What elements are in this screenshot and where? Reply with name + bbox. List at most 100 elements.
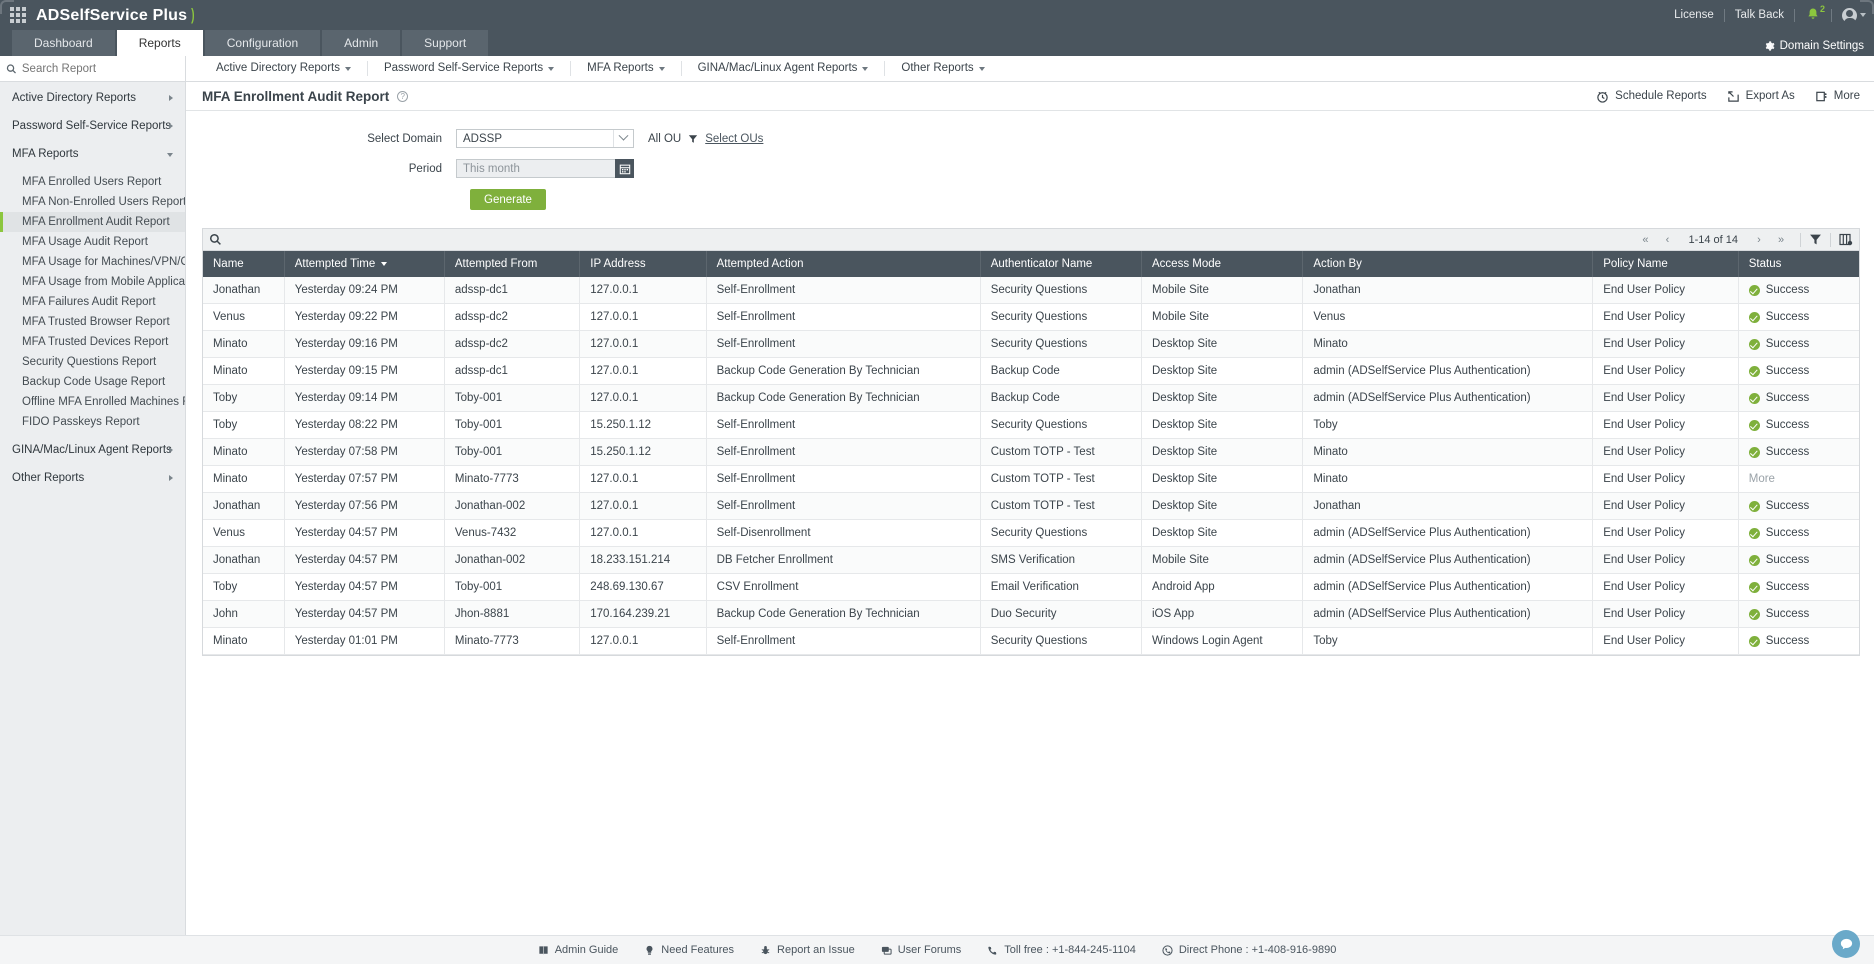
tab-admin[interactable]: Admin [322, 30, 401, 56]
sidebar-item-mfa-reports[interactable]: MFA Reports [0, 144, 185, 164]
table-cell: adssp-dc2 [444, 303, 581, 331]
avatar [1842, 7, 1857, 23]
license-link[interactable]: License [1674, 9, 1714, 21]
table-cell: Minato [203, 330, 285, 358]
talk-back-link[interactable]: Talk Back [1734, 9, 1784, 21]
table-row[interactable]: Toby Yesterday 04:57 PM Toby-001 248.69.130… [203, 573, 1859, 601]
subnav-password-self-service-reports[interactable]: Password Self-Service Reports [368, 61, 572, 76]
subnav-label: Other Reports [901, 62, 974, 74]
tab-dashboard[interactable]: Dashboard [12, 30, 115, 56]
next-page-button[interactable]: › [1757, 233, 1761, 246]
sidebar-item-mfa-enrollment-audit-report[interactable]: MFA Enrollment Audit Report [0, 212, 185, 232]
status-label: Success [1765, 284, 1810, 296]
success-check-icon [1748, 338, 1760, 350]
sidebar-item-label: Security Questions Report [22, 356, 157, 368]
sidebar-item-mfa-trusted-devices-report[interactable]: MFA Trusted Devices Report [0, 332, 185, 352]
sidebar-item-active-directory-reports[interactable]: Active Directory Reports [0, 88, 185, 108]
first-page-button[interactable]: « [1642, 233, 1649, 246]
table-row[interactable]: Venus Yesterday 04:57 PM Venus-7432 127.0.0… [203, 519, 1859, 547]
column-action-by[interactable]: Action By [1302, 251, 1594, 277]
footer-report-an-issue[interactable]: Report an Issue [760, 944, 855, 956]
success-check-icon [1748, 635, 1760, 647]
sidebar-item-gina-mac-linux-agent-reports[interactable]: GINA/Mac/Linux Agent Reports [0, 440, 185, 460]
table-cell: Self-Enrollment [706, 303, 981, 331]
user-menu[interactable] [1842, 7, 1866, 23]
footer-need-features[interactable]: Need Features [644, 944, 734, 956]
tab-configuration[interactable]: Configuration [204, 30, 321, 56]
column-name[interactable]: Name [203, 251, 285, 277]
subnav-active-directory-reports[interactable]: Active Directory Reports [200, 61, 368, 76]
action-label: Export As [1745, 90, 1795, 102]
sidebar-item-offline-mfa-enrolled-machines-report[interactable]: Offline MFA Enrolled Machines Report [0, 392, 185, 412]
sidebar-item-label: MFA Enrollment Audit Report [22, 216, 170, 228]
table-row[interactable]: Minato Yesterday 07:58 PM Toby-001 15.250.1… [203, 438, 1859, 466]
ou-selector: All OU Select OUs [648, 133, 763, 145]
column-authenticator-name[interactable]: Authenticator Name [980, 251, 1143, 277]
footer-direct-phone[interactable]: Direct Phone : +1-408-916-9890 [1162, 944, 1336, 956]
column-ip-address[interactable]: IP Address [579, 251, 707, 277]
sidebar-item-mfa-usage-for-machines-vpn-owa[interactable]: MFA Usage for Machines/VPN/OWA [0, 252, 185, 272]
subnav-mfa-reports[interactable]: MFA Reports [571, 61, 682, 76]
previous-page-button[interactable]: ‹ [1665, 233, 1670, 246]
sidebar-item-mfa-failures-audit-report[interactable]: MFA Failures Audit Report [0, 292, 185, 312]
table-row[interactable]: Minato Yesterday 01:01 PM Minato-7773 127.0… [203, 627, 1859, 655]
more-button[interactable]: More [1815, 90, 1860, 103]
subnav-gina-mac-linux-agent-reports[interactable]: GINA/Mac/Linux Agent Reports [682, 61, 886, 76]
generate-button[interactable]: Generate [470, 189, 546, 210]
sidebar-item-fido-passkeys-report[interactable]: FIDO Passkeys Report [0, 412, 185, 432]
column-settings-icon[interactable] [1839, 233, 1853, 246]
table-row[interactable]: Minato Yesterday 07:57 PM Minato-7773 127.0… [203, 465, 1859, 493]
notifications-bell-icon[interactable]: 2 [1805, 4, 1825, 23]
search-report-input[interactable] [21, 62, 179, 75]
select-domain-dropdown[interactable]: ADSSP [456, 129, 634, 148]
column-status[interactable]: Status [1738, 251, 1859, 277]
table-row[interactable]: Toby Yesterday 09:14 PM Toby-001 127.0.0.1 B… [203, 384, 1859, 412]
table-row[interactable]: Toby Yesterday 08:22 PM Toby-001 15.250.1.1… [203, 411, 1859, 439]
table-row[interactable]: John Yesterday 04:57 PM Jhon-8881 170.164.2… [203, 600, 1859, 628]
sidebar-item-other-reports[interactable]: Other Reports [0, 468, 185, 488]
tab-support[interactable]: Support [402, 30, 489, 56]
sidebar-item-backup-code-usage-report[interactable]: Backup Code Usage Report [0, 372, 185, 392]
footer-toll-free[interactable]: Toll free : +1-844-245-1104 [987, 944, 1136, 956]
export-as-button[interactable]: Export As [1727, 90, 1795, 103]
column-attempted-from[interactable]: Attempted From [444, 251, 581, 277]
sidebar-item-mfa-enrolled-users-report[interactable]: MFA Enrolled Users Report [0, 172, 185, 192]
column-attempted-action[interactable]: Attempted Action [706, 251, 981, 277]
search-icon[interactable] [209, 233, 222, 246]
footer-admin-guide[interactable]: Admin Guide [538, 944, 618, 956]
footer-user-forums[interactable]: User Forums [881, 944, 961, 956]
sidebar-item-mfa-usage-from-mobile-application[interactable]: MFA Usage from Mobile Application [0, 272, 185, 292]
column-policy-name[interactable]: Policy Name [1592, 251, 1739, 277]
schedule-reports-button[interactable]: Schedule Reports [1596, 90, 1707, 103]
domain-settings-button[interactable]: Domain Settings [1763, 40, 1864, 52]
chevron-right-icon [169, 123, 173, 129]
sidebar-item-security-questions-report[interactable]: Security Questions Report [0, 352, 185, 372]
footer-label: Toll free : +1-844-245-1104 [1004, 944, 1136, 956]
sidebar-item-password-self-service-reports[interactable]: Password Self-Service Reports [0, 116, 185, 136]
help-icon[interactable]: ? [397, 90, 409, 102]
table-row[interactable]: Venus Yesterday 09:22 PM adssp-dc2 127.0.0.… [203, 303, 1859, 331]
last-page-button[interactable]: » [1777, 233, 1785, 246]
select-ous-link[interactable]: Select OUs [705, 132, 764, 145]
calendar-icon[interactable] [615, 159, 634, 178]
table-row[interactable]: Jonathan Yesterday 04:57 PM Jonathan-002 18… [203, 546, 1859, 574]
filter-icon[interactable] [1809, 233, 1822, 246]
column-attempted-time[interactable]: Attempted Time [284, 251, 445, 277]
tab-reports[interactable]: Reports [116, 30, 203, 56]
table-cell: 15.250.1.12 [579, 411, 707, 439]
search-report-box[interactable] [0, 56, 186, 81]
chat-support-button[interactable] [1832, 930, 1860, 958]
subnav-other-reports[interactable]: Other Reports [885, 61, 1000, 76]
table-row[interactable]: Minato Yesterday 09:16 PM adssp-dc2 127.0.0… [203, 330, 1859, 358]
sidebar-item-mfa-trusted-browser-report[interactable]: MFA Trusted Browser Report [0, 312, 185, 332]
status-more-link[interactable]: More [1748, 473, 1775, 485]
sidebar-item-mfa-non-enrolled-users-report[interactable]: MFA Non-Enrolled Users Report [0, 192, 185, 212]
table-row[interactable]: Jonathan Yesterday 09:24 PM adssp-dc1 127.0… [203, 277, 1859, 304]
table-row[interactable]: Minato Yesterday 09:15 PM adssp-dc1 127.0.0… [203, 357, 1859, 385]
period-input[interactable]: This month [456, 159, 634, 178]
sidebar-item-mfa-usage-audit-report[interactable]: MFA Usage Audit Report [0, 232, 185, 252]
table-row[interactable]: Jonathan Yesterday 07:56 PM Jonathan-002 12… [203, 492, 1859, 520]
table-cell: Yesterday 08:22 PM [284, 411, 445, 439]
column-access-mode[interactable]: Access Mode [1141, 251, 1304, 277]
notification-count: 2 [1819, 4, 1825, 14]
